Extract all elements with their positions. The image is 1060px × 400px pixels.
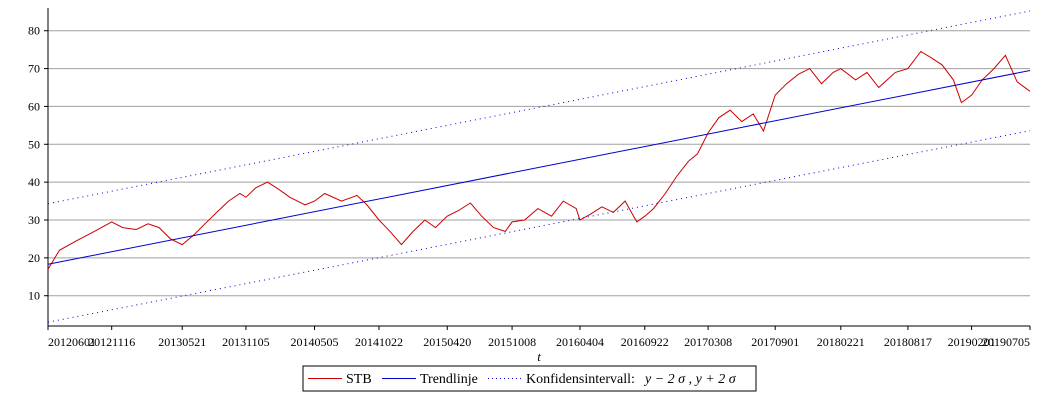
y-tick-label: 40 xyxy=(28,175,40,189)
y-tick-label: 70 xyxy=(28,62,40,76)
axes xyxy=(44,8,1031,330)
y-tick-label: 50 xyxy=(28,137,40,151)
x-tick-label: 20190705 xyxy=(982,335,1030,349)
y-tick-label: 30 xyxy=(28,213,40,227)
x-tick-label: 20121116 xyxy=(88,335,135,349)
x-tick-label: 20131105 xyxy=(222,335,270,349)
x-tick-label: 20180221 xyxy=(817,335,865,349)
y-tick-label: 10 xyxy=(28,289,40,303)
series-line-confidence-lower xyxy=(47,130,1031,323)
series-line-trendlinje xyxy=(47,70,1031,265)
x-tick-label: 20190201 xyxy=(948,335,996,349)
legend-label-trend: Trendlinje xyxy=(420,372,478,387)
legend: STB Trendlinje Konfidensintervall: y − 2… xyxy=(302,365,757,392)
x-tick-label: 20160404 xyxy=(556,335,604,349)
x-tick-label: 20150420 xyxy=(423,335,471,349)
legend-label-confidence-formula: y − 2 σ , y + 2 σ xyxy=(643,372,737,387)
legend-label-confidence: Konfidensintervall: xyxy=(526,372,635,387)
x-tick-label: 20120601 xyxy=(48,335,96,349)
y-tick-label: 80 xyxy=(28,24,40,38)
x-tick-label: 20180817 xyxy=(884,335,932,349)
x-tick-label: 20170901 xyxy=(751,335,799,349)
x-tick-label: 20170308 xyxy=(684,335,732,349)
series-line-stb xyxy=(47,50,1031,270)
x-tick-label: 20140505 xyxy=(291,335,339,349)
y-tick-label: 20 xyxy=(28,251,40,265)
grid-lines xyxy=(48,30,1030,297)
x-tick-label: 20141022 xyxy=(355,335,403,349)
series-line-konfidensintervall xyxy=(47,10,1031,205)
x-tick-label: 20160922 xyxy=(621,335,669,349)
legend-label-stb: STB xyxy=(346,372,372,387)
legend-box xyxy=(302,365,757,392)
series-lines xyxy=(47,10,1031,323)
y-tick-label: 60 xyxy=(28,99,40,113)
x-tick-label: 20130521 xyxy=(158,335,206,349)
x-axis-label: t xyxy=(537,349,541,364)
x-tick-label: 20151008 xyxy=(488,335,536,349)
